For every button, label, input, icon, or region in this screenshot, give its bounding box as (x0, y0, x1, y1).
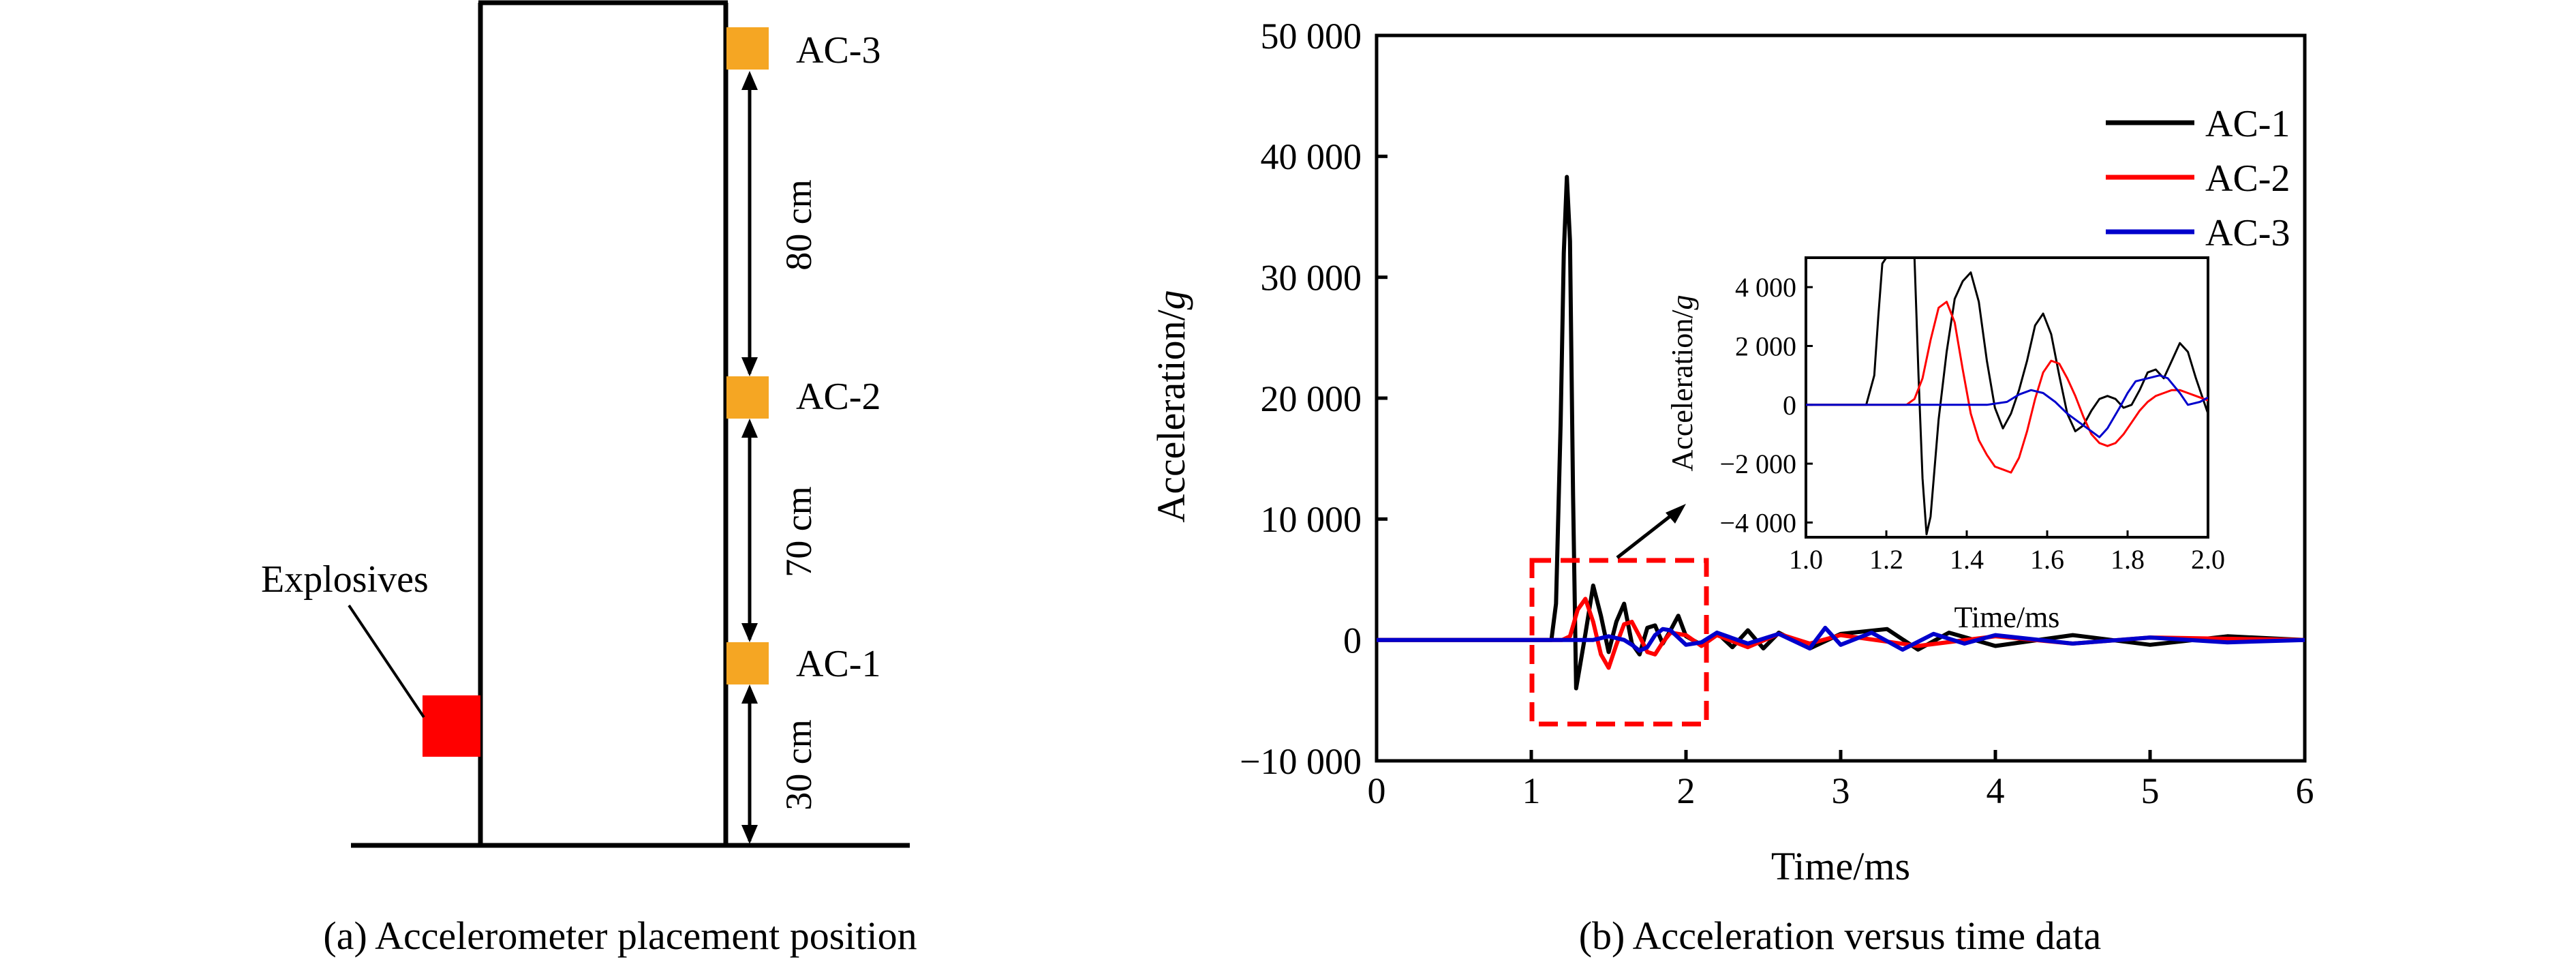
series-line-ac-1 (1806, 258, 2208, 536)
distance-30cm-label: 30 cm (778, 719, 819, 810)
y-tick-label: 4 000 (1735, 272, 1796, 303)
inset-y-axis-title: Acceleration/g (1666, 295, 1699, 472)
x-tick-label: 2 (1677, 770, 1696, 811)
y-tick-label: −2 000 (1719, 449, 1796, 479)
panel-b-caption: (b) Acceleration versus time data (1579, 914, 2102, 958)
inset-x-axis: 1.0 1.2 1.4 1.6 1.8 2.0 (1789, 530, 2225, 575)
series-line-ac-2 (1806, 301, 2208, 474)
sensor-ac3-marker (726, 27, 769, 70)
x-tick-label: 5 (2141, 770, 2160, 811)
dimension-30cm (741, 684, 758, 844)
zoom-pointer-line (1616, 510, 1678, 559)
panel-a-diagram: AC-3 AC-2 AC-1 80 cm 70 cm 30 cm Explosi… (261, 0, 917, 958)
y-tick-label: 20 000 (1261, 378, 1362, 419)
x-tick-label: 3 (1832, 770, 1850, 811)
x-tick-label: 1.2 (1869, 544, 1903, 575)
y-tick-label: 40 000 (1261, 136, 1362, 177)
zoom-region-box (1529, 558, 1709, 727)
explosives-marker (423, 695, 480, 757)
legend-label-ac-2: AC-2 (2205, 157, 2290, 200)
x-tick-label: 1 (1522, 770, 1541, 811)
legend-label-ac-3: AC-3 (2205, 212, 2290, 254)
y-tick-label: 30 000 (1261, 258, 1362, 299)
explosives-leader-line (348, 604, 425, 719)
panel-a-caption: (a) Accelerometer placement position (323, 914, 917, 958)
main-x-axis-title: Time/ms (1771, 844, 1910, 888)
x-tick-label: 4 (1987, 770, 2005, 811)
sensor-ac1-marker (726, 642, 769, 684)
dimension-80cm (741, 71, 758, 376)
dimension-70cm (741, 419, 758, 642)
legend-label-ac-1: AC-1 (2205, 103, 2290, 145)
y-tick-label: 10 000 (1261, 499, 1362, 540)
distance-80cm-label: 80 cm (778, 179, 819, 270)
sensor-ac2-label: AC-2 (796, 376, 880, 418)
x-tick-label: 1.0 (1789, 544, 1823, 575)
main-x-axis: 0 1 2 3 4 5 6 (1368, 750, 2314, 811)
series-line-ac-3 (1377, 625, 2305, 653)
y-tick-label: 0 (1783, 390, 1796, 421)
zoom-pointer-arrowhead (1666, 504, 1686, 524)
distance-70cm-label: 70 cm (778, 486, 819, 577)
y-tick-label: −4 000 (1719, 507, 1796, 538)
x-tick-label: 1.6 (2030, 544, 2064, 575)
sensor-ac1-label: AC-1 (796, 643, 880, 685)
sensor-ac3-label: AC-3 (796, 29, 880, 72)
series-line-ac-3 (1806, 374, 2208, 438)
x-tick-label: 0 (1368, 770, 1386, 811)
inset-series-group (1806, 258, 2208, 536)
main-series-group (1377, 175, 2305, 691)
sensor-ac2-marker (726, 376, 769, 419)
main-y-axis-title: Acceleration/g (1149, 290, 1193, 522)
x-tick-label: 6 (2296, 770, 2314, 811)
y-tick-label: 2 000 (1735, 331, 1796, 361)
x-tick-label: 2.0 (2191, 544, 2225, 575)
x-tick-label: 1.4 (1950, 544, 1984, 575)
legend: AC-1 AC-2 AC-3 (2106, 103, 2290, 254)
y-tick-label: −10 000 (1240, 741, 1362, 782)
inset-y-axis: −4 000 −2 000 0 2 000 4 000 (1719, 272, 1813, 538)
explosives-label: Explosives (261, 558, 429, 601)
series-line-ac-2 (1377, 597, 2305, 670)
x-tick-label: 1.8 (2111, 544, 2145, 575)
y-tick-label: 0 (1343, 620, 1362, 661)
inset-x-axis-title: Time/ms (1954, 601, 2060, 634)
inset-plot-frame (1805, 256, 2209, 539)
main-y-axis: −10 000 0 10 000 20 000 30 000 40 000 50 000 (1240, 16, 1387, 782)
y-tick-label: 50 000 (1261, 16, 1362, 57)
